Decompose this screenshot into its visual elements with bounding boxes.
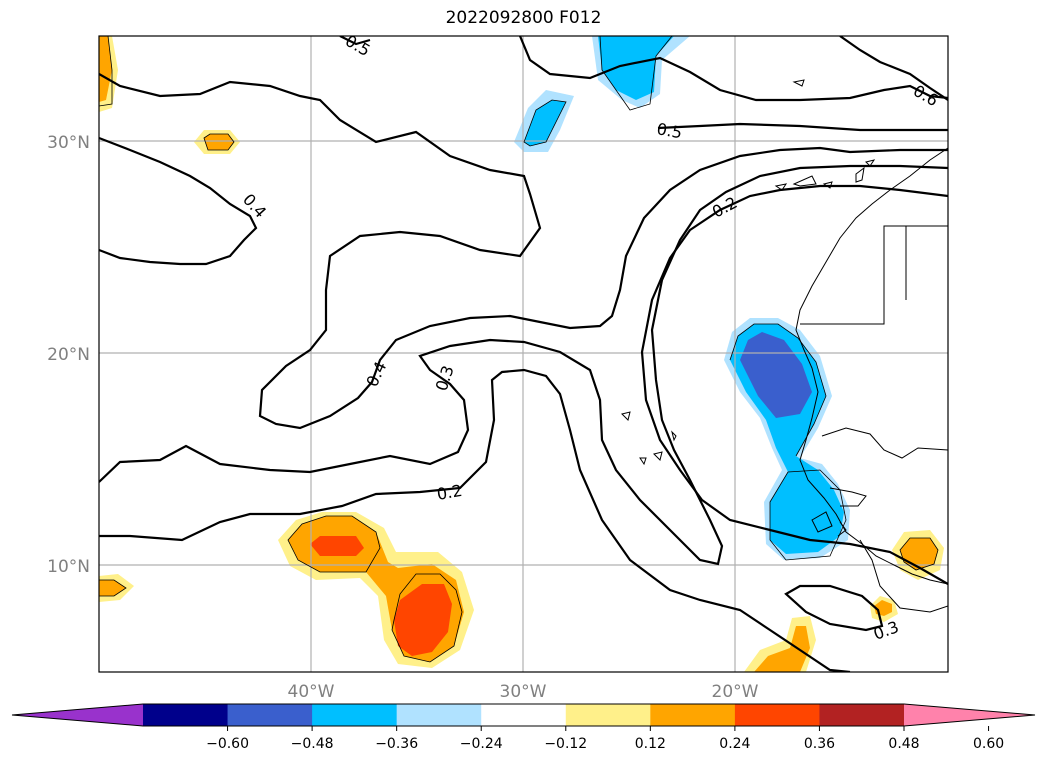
contour-label: 0.5 [342,31,374,60]
map-title: 2022092800 F012 [445,8,602,28]
coastline [621,79,948,613]
lat-label: 10°N [47,557,90,577]
contour-label: 0.2 [435,481,463,504]
lon-label: 20°W [712,682,759,702]
contour-label: 0.4 [239,190,270,222]
colorbar-segment [396,704,482,726]
lon-label: 30°W [500,682,547,702]
lat-label: 30°N [47,133,90,153]
lat-label: 20°N [47,345,90,365]
contour-label: 0.5 [655,119,683,142]
contour-label: 0.6 [910,81,942,110]
gridlines [99,36,948,672]
contour-label: 0.3 [871,617,901,644]
colorbar-tick-label: 0.24 [719,736,750,752]
colorbar-tick-label: 0.12 [635,736,666,752]
colorbar-segment [312,704,398,726]
colorbar-tick-label: −0.24 [460,736,503,752]
contour-lines [99,36,948,672]
colorbar-segment [565,704,651,726]
colorbar-tick-label: 0.48 [888,736,919,752]
anomaly-shading [99,36,944,672]
colorbar-tick-label: −0.12 [544,736,587,752]
shading-outlines [99,36,939,663]
lon-axis-labels: 40°W 30°W 20°W [288,682,759,702]
colorbar-extend-low [12,704,143,726]
colorbar-outline [11,703,1036,727]
contour-label: 0.2 [709,193,740,222]
colorbar-segment [650,704,736,726]
colorbar-segment [481,704,567,726]
colorbar-tick-label: 0.36 [804,736,835,752]
colorbar-segment [143,704,229,726]
lon-label: 40°W [288,682,335,702]
lat-axis-labels: 30°N 20°N 10°N [47,133,90,577]
colorbar-segment [734,704,820,726]
colorbar-tick-label: −0.60 [206,736,249,752]
contour-label: 0.4 [362,359,390,390]
colorbar-segment [227,704,313,726]
colorbar-labels: −0.60 −0.48 −0.36 −0.24 −0.12 0.12 0.24 0.36 0.4… [206,726,1004,752]
colorbar-tick-label: −0.48 [291,736,334,752]
colorbar-tick-label: 0.60 [973,736,1004,752]
colorbar [11,703,1036,727]
colorbar-tick-label: −0.36 [375,736,418,752]
colorbar-segment [819,704,905,726]
plot-frame [98,35,949,673]
colorbar-extend-high [904,704,1035,726]
